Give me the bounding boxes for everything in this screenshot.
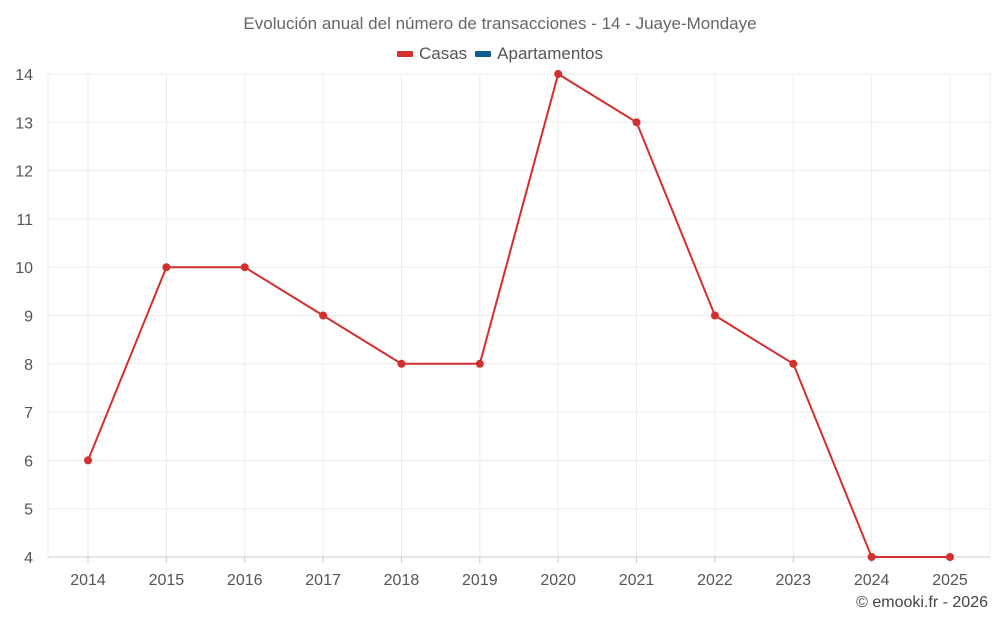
data-point <box>710 311 719 320</box>
data-point <box>319 311 328 320</box>
x-tick-label: 2020 <box>540 572 576 589</box>
y-tick-label: 11 <box>16 212 33 229</box>
data-point <box>162 263 171 272</box>
data-point <box>946 553 954 561</box>
y-tick-label: 13 <box>15 115 33 132</box>
y-tick-label: 4 <box>24 550 33 567</box>
data-point <box>475 359 484 368</box>
legend-item-apartamentos[interactable]: Apartamentos <box>475 44 603 64</box>
x-tick-label: 2014 <box>70 572 106 589</box>
x-tick-label: 2017 <box>305 572 341 589</box>
x-tick-label: 2019 <box>462 572 498 589</box>
x-tick-label: 2018 <box>384 572 420 589</box>
y-tick-label: 14 <box>15 67 33 84</box>
y-tick-label: 8 <box>24 357 33 374</box>
x-tick-label: 2015 <box>149 572 185 589</box>
data-point <box>240 263 249 272</box>
data-point <box>84 456 92 465</box>
series-line-casas <box>87 73 950 558</box>
legend-label-apartamentos: Apartamentos <box>497 44 604 63</box>
y-tick-label: 6 <box>24 453 33 470</box>
legend-label-casas: Casas <box>418 44 468 63</box>
data-point <box>397 359 406 368</box>
x-tick-label: 2025 <box>932 572 968 589</box>
x-tick-label: 2023 <box>775 572 811 589</box>
data-point <box>867 553 876 561</box>
x-tick-label: 2024 <box>854 572 890 589</box>
y-tick-label: 10 <box>15 260 33 277</box>
chart-title: Evolución anual del número de transaccio… <box>243 14 757 33</box>
x-tick-label: 2022 <box>697 572 733 589</box>
legend-swatch-casas <box>396 51 413 57</box>
y-tick-label: 12 <box>15 164 33 181</box>
legend-swatch-apartamentos <box>475 51 492 57</box>
y-tick-label: 5 <box>24 502 33 519</box>
credit-text: © emooki.fr - 2026 <box>856 594 988 611</box>
data-point <box>554 70 563 78</box>
y-tick-label: 7 <box>24 405 33 422</box>
data-point <box>789 359 798 368</box>
data-point <box>632 118 641 127</box>
legend-item-casas[interactable]: Casas <box>396 44 468 64</box>
x-tick-label: 2016 <box>227 572 263 589</box>
chart-legend: Casas Apartamentos <box>0 44 1000 64</box>
x-tick-label: 2021 <box>619 572 655 589</box>
y-tick-label: 9 <box>24 309 33 326</box>
